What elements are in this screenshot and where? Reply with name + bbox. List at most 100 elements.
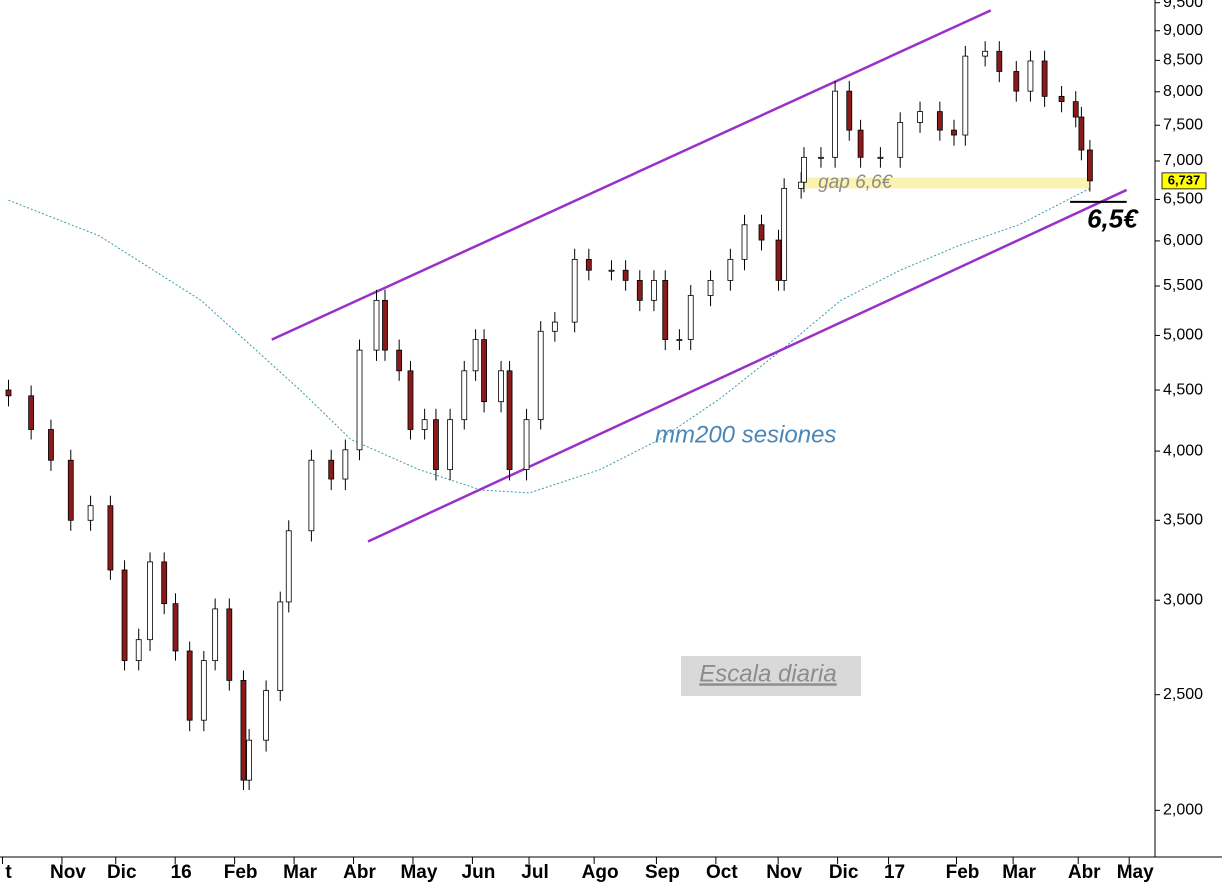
candle-body <box>707 279 714 296</box>
candle-body <box>917 111 923 123</box>
x-tick-label: Nov <box>766 862 802 883</box>
y-tick-label: 2,500 <box>1163 686 1203 703</box>
candle-body <box>846 90 853 131</box>
candle-body <box>308 459 315 532</box>
candle-body <box>996 50 1003 72</box>
x-tick-label: Ago <box>582 862 619 883</box>
candle-body <box>962 55 969 136</box>
candle-body <box>382 299 388 351</box>
candle-body <box>433 419 439 470</box>
candle-body <box>1013 71 1020 92</box>
y-tick-label: 2,000 <box>1163 802 1203 819</box>
candle-body <box>447 419 454 470</box>
x-tick-label: Oct <box>706 862 738 883</box>
y-tick-label: 7,500 <box>1163 116 1203 133</box>
candle-body <box>687 295 694 340</box>
note-box <box>681 656 861 696</box>
x-tick-label: Sep <box>645 862 680 883</box>
candle-body <box>622 269 629 281</box>
x-tick-label: Nov <box>50 862 86 883</box>
candle-body <box>1078 116 1085 151</box>
y-tick-label: 6,000 <box>1163 232 1203 249</box>
candle-body <box>277 601 284 691</box>
candle-body <box>608 269 615 272</box>
candle-body <box>551 321 558 332</box>
candle-body <box>5 389 12 397</box>
x-tick-label: Mar <box>1002 862 1036 883</box>
candle-body <box>877 156 884 159</box>
x-tick-label: t <box>5 862 12 883</box>
gap-band <box>801 177 1090 189</box>
candle-body <box>356 349 363 451</box>
candle-body <box>28 395 35 430</box>
candle-body <box>1058 95 1065 103</box>
x-tick-label: May <box>400 862 437 883</box>
candle-body <box>662 279 669 340</box>
candle-body <box>263 690 270 741</box>
candle-body <box>1072 101 1079 118</box>
y-tick-label: 3,500 <box>1163 512 1203 529</box>
y-tick-label: 3,000 <box>1163 591 1203 608</box>
candle-body <box>1027 60 1034 92</box>
x-tick-label: Abr <box>1068 862 1101 883</box>
y-tick-label: 9,500 <box>1163 0 1203 11</box>
candle-body <box>936 111 943 131</box>
candle-body <box>107 505 114 571</box>
candle-body <box>676 339 683 341</box>
candle-body <box>472 339 479 372</box>
candle-body <box>481 339 487 403</box>
candle-body <box>212 608 219 662</box>
candle-body <box>87 505 94 521</box>
candle-body <box>172 603 179 652</box>
y-tick-label: 4,000 <box>1163 442 1203 459</box>
candle-body <box>857 129 864 158</box>
x-tick-label: Dic <box>107 862 137 883</box>
x-tick-label: Jul <box>521 862 548 883</box>
candle-body <box>285 530 292 603</box>
gap-label: gap 6,6€ <box>818 172 893 193</box>
candle-body <box>523 419 530 470</box>
candle-body <box>147 561 153 641</box>
candle-body <box>48 429 54 461</box>
candle-body <box>781 187 788 281</box>
moving-average <box>8 187 1091 494</box>
candle-body <box>506 370 513 470</box>
x-tick-label: 17 <box>884 862 905 883</box>
candle-body <box>537 330 544 421</box>
candle-body <box>741 224 748 260</box>
candle-body <box>951 129 957 136</box>
candle-body <box>328 459 335 480</box>
candle-body <box>727 258 734 281</box>
candle-body <box>1086 149 1093 182</box>
candle-body <box>200 660 207 721</box>
candle-body <box>818 156 824 159</box>
last-price-box <box>1161 172 1207 190</box>
ma-label: mm200 sesiones <box>655 421 836 448</box>
support-label: 6,5€ <box>1087 204 1139 234</box>
candle-body <box>135 639 142 662</box>
candle-body <box>758 224 765 241</box>
candle-body <box>246 739 253 781</box>
x-tick-label: Jun <box>462 862 496 883</box>
candle-body <box>1041 60 1048 97</box>
candle-body <box>832 90 839 158</box>
trendline <box>367 188 1128 543</box>
candle-body <box>982 50 989 57</box>
note: Escala diaria <box>699 660 836 687</box>
candle-body <box>121 569 128 662</box>
candle-body <box>775 239 782 281</box>
x-tick-label: Mar <box>283 862 317 883</box>
y-tick-label: 8,000 <box>1163 83 1203 100</box>
candle-body <box>186 650 193 721</box>
candle-body <box>240 679 247 781</box>
candle-body <box>373 299 380 351</box>
candle-body <box>407 370 414 430</box>
x-tick-label: Abr <box>343 862 376 883</box>
candle-body <box>585 258 592 271</box>
candle-body <box>798 181 805 189</box>
candle-body <box>571 258 578 323</box>
candle-body <box>226 608 233 681</box>
y-tick-label: 5,500 <box>1163 277 1203 294</box>
